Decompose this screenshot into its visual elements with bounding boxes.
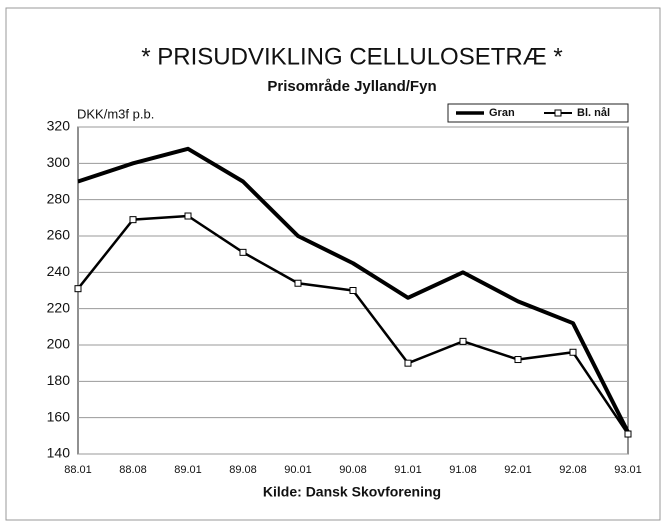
chart-title: * PRISUDVIKLING CELLULOSETRÆ * [141,43,562,70]
point-marker [459,337,467,345]
y-tick-label: 160 [47,408,71,424]
y-tick-label: 260 [47,227,71,243]
x-tick-label: 89.08 [229,464,257,476]
legend-label: Gran [489,107,515,119]
x-tick-label: 91.01 [394,464,422,476]
point-marker [624,430,632,438]
x-tick-label: 92.08 [559,464,587,476]
x-axis-label: Kilde: Dansk Skovforening [263,484,441,500]
y-tick-label: 280 [47,190,71,206]
legend-marker [554,109,562,117]
x-tick-label: 88.08 [119,464,147,476]
y-tick-label: 140 [47,445,71,461]
y-tick-label: 200 [47,336,71,352]
y-tick-label: 180 [47,372,71,388]
frame [5,7,661,521]
point-marker [184,212,192,220]
x-tick-label: 90.08 [339,464,367,476]
x-tick-label: 89.01 [174,464,202,476]
x-tick-label: 93.01 [614,464,642,476]
point-marker [569,348,577,356]
point-marker [129,216,137,224]
legend-box [447,103,629,123]
y-tick-label: 220 [47,299,71,315]
point-marker [74,285,82,293]
x-tick-label: 88.01 [64,464,92,476]
chart-subtitle: Prisområde Jylland/Fyn [267,78,436,95]
y-axis-label: DKK/m3f p.b. [77,106,154,121]
y-tick-label: 320 [47,118,71,134]
x-tick-label: 90.01 [284,464,312,476]
y-tick-label: 240 [47,263,71,279]
y-tick-label: 300 [47,154,71,170]
point-marker [239,248,247,256]
point-marker [514,356,522,364]
series-line [77,146,630,434]
point-marker [404,359,412,367]
x-tick-label: 91.08 [449,464,477,476]
legend-label: Bl. nål [577,107,610,119]
x-tick-label: 92.01 [504,464,532,476]
point-marker [349,287,357,294]
point-marker [294,279,302,287]
